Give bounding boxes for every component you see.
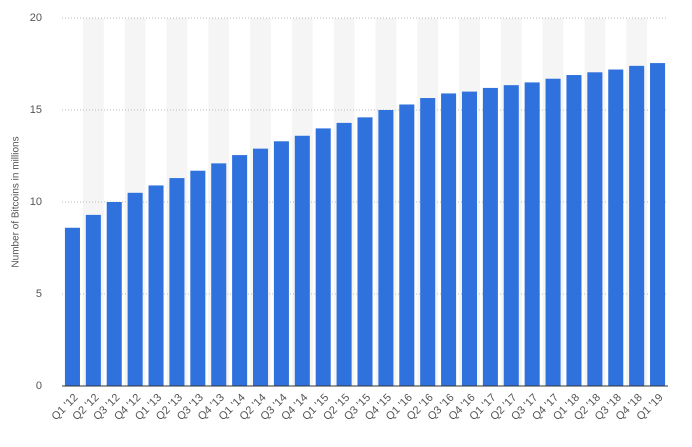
bar [148,185,164,386]
bar [232,155,248,386]
bar [482,87,498,387]
bar [420,98,436,386]
y-tick-label: 15 [30,104,42,116]
bar [608,69,624,387]
bar [378,110,394,386]
y-tick-label: 10 [30,196,42,208]
bar [524,82,540,387]
bar [336,122,352,386]
bar [211,163,227,386]
y-axis-label: Number of Bitcoins in millions [11,136,22,267]
bar [629,65,645,386]
bar [357,117,373,387]
bar [566,75,582,386]
bar [399,104,415,386]
bar [252,148,269,386]
bar [106,202,122,386]
y-tick-label: 0 [36,380,42,392]
bar [273,141,289,386]
bar [85,214,101,386]
bar [545,78,561,386]
bar [315,128,331,386]
bar [587,72,603,386]
bar [64,227,80,386]
bar [294,135,310,386]
bar [503,85,519,386]
bar [127,192,143,386]
bar [650,63,666,387]
bar [441,93,457,386]
bar [461,91,478,386]
y-tick-label: 20 [30,12,42,24]
bar [190,170,206,386]
y-tick-label: 5 [36,288,42,300]
bar [169,178,185,386]
